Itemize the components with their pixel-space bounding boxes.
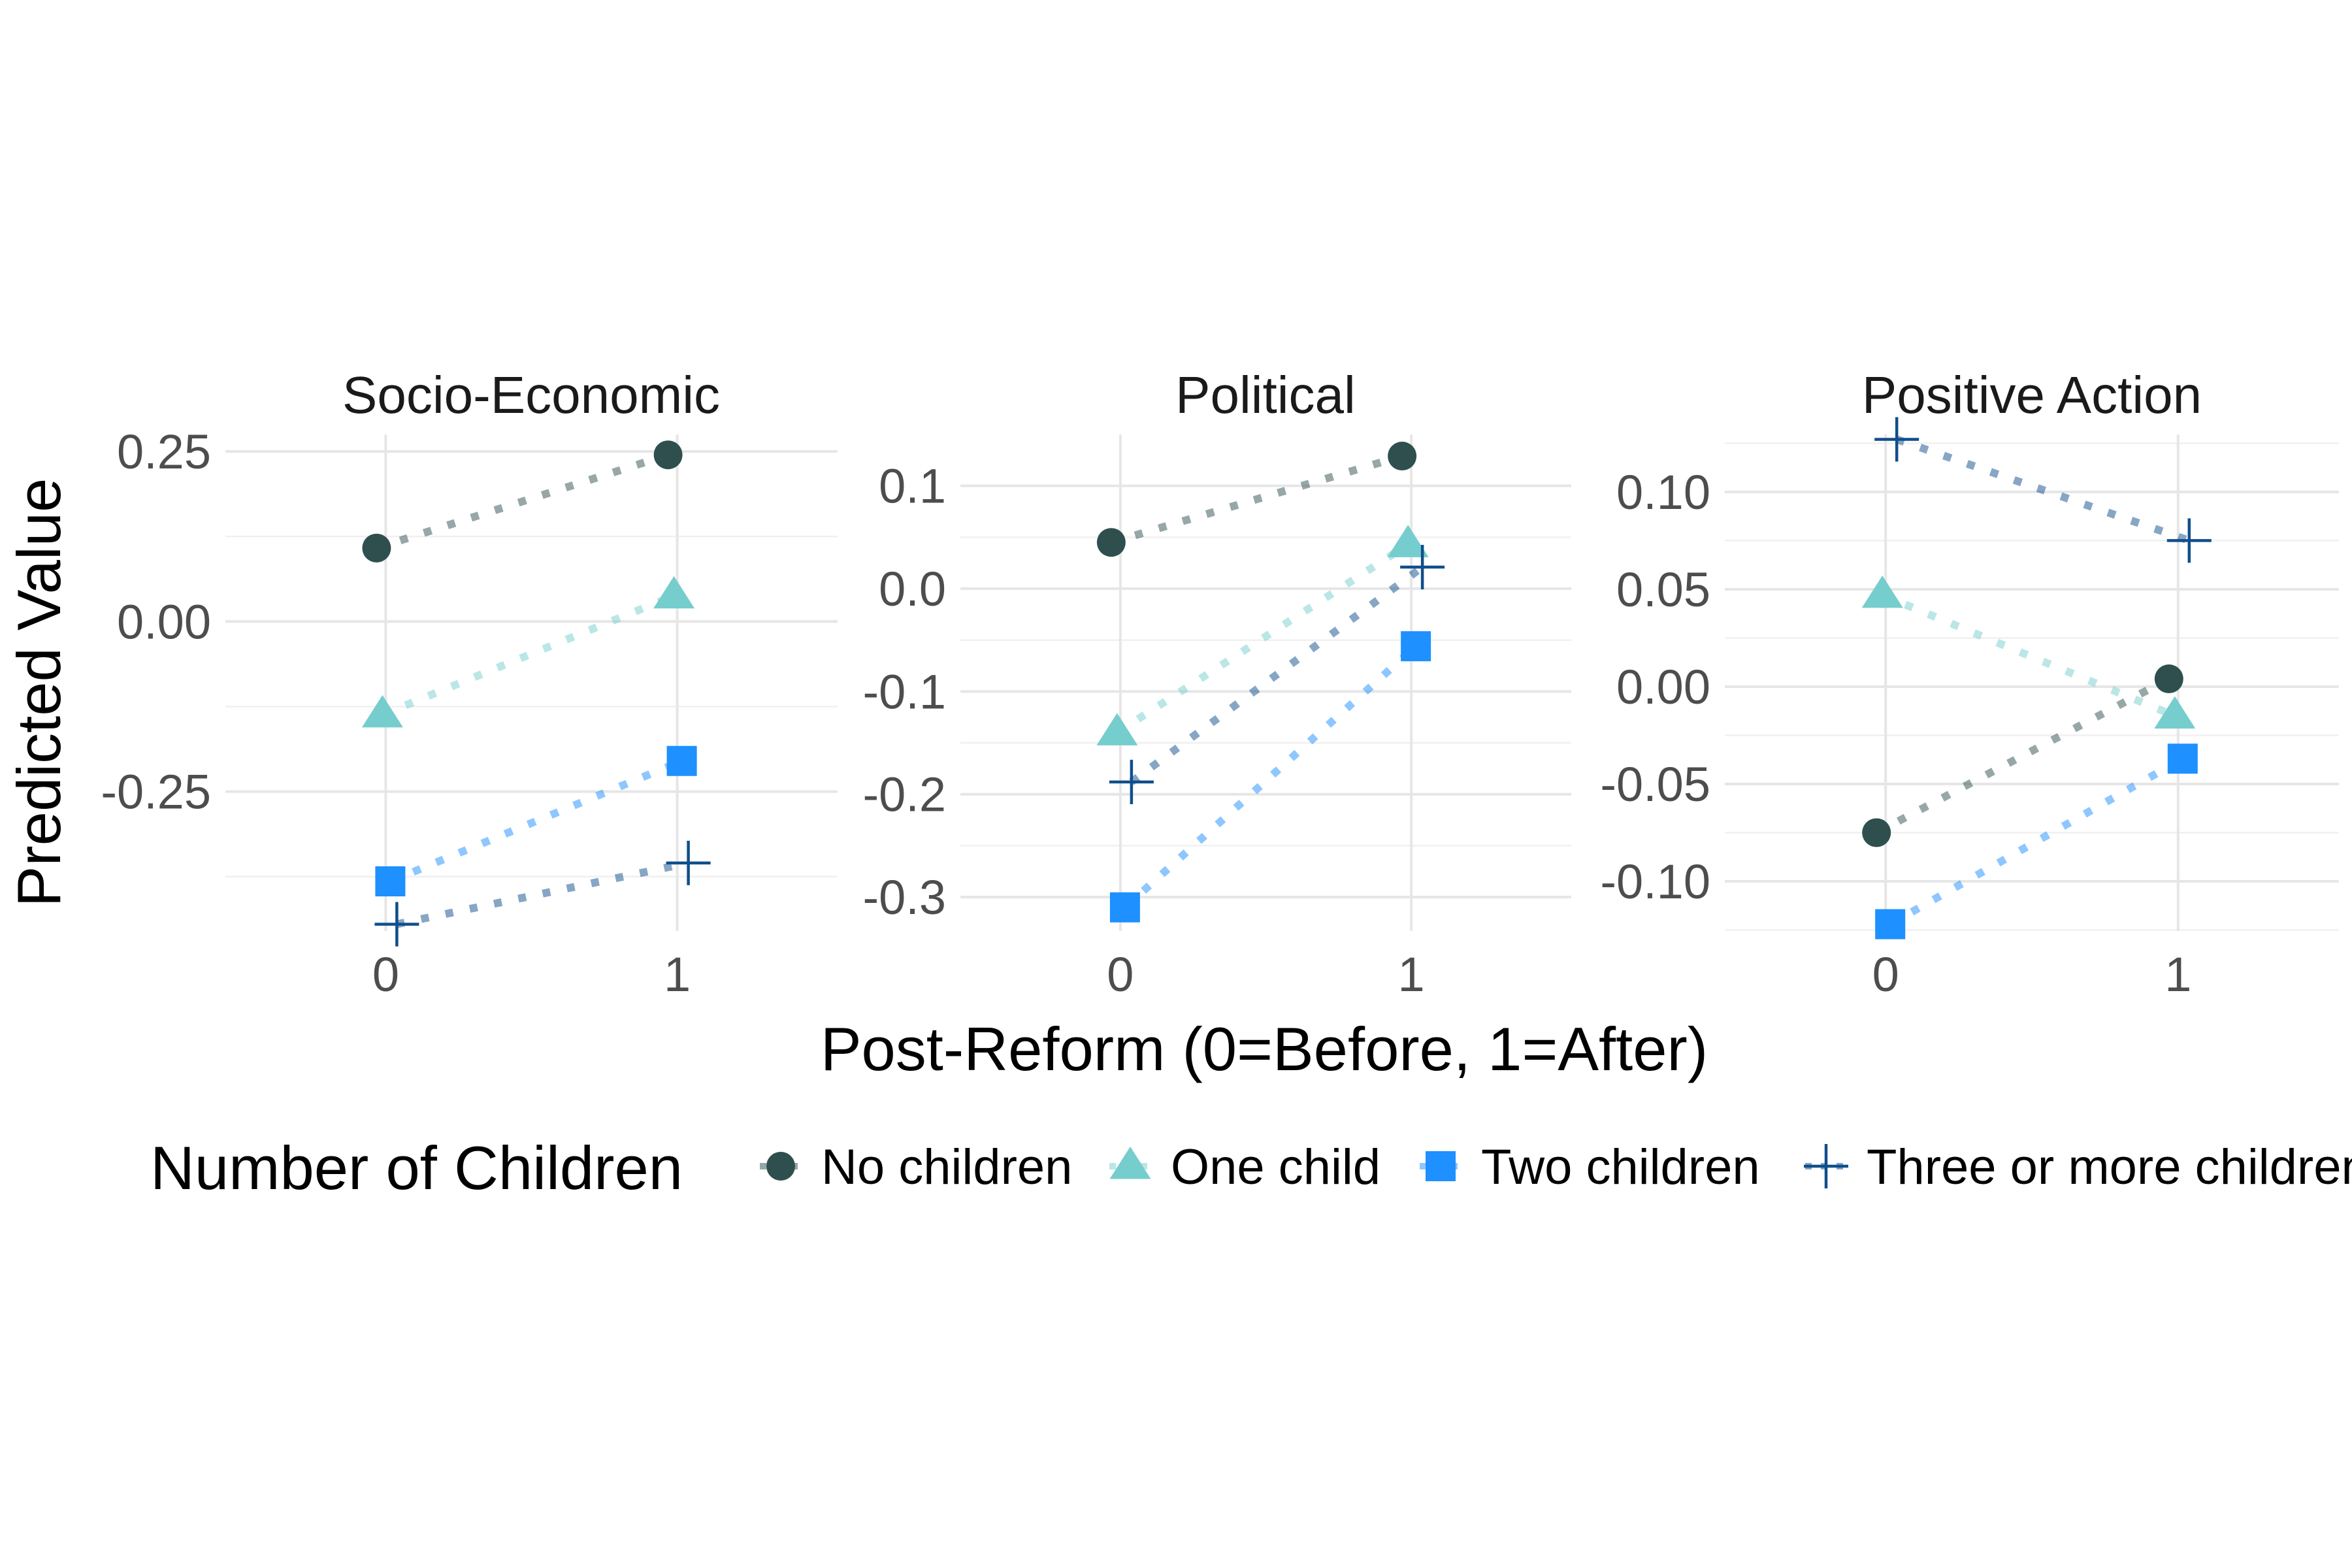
series-line [389, 757, 683, 885]
y-tick-label: 0.25 [117, 425, 211, 479]
y-tick-label: 0.05 [1616, 563, 1710, 617]
series-one-child [1096, 525, 1429, 745]
legend-label: Two children [1481, 1139, 1760, 1195]
panel-political: 0.1 0.0 -0.1 -0.2 -0.3 0 1 Political [862, 366, 1571, 1002]
series-line [1122, 643, 1419, 911]
series-two-children [375, 745, 697, 896]
y-tick-label: -0.2 [862, 768, 946, 822]
series-line [396, 859, 689, 928]
data-point [1401, 631, 1431, 662]
data-point [2154, 696, 2196, 729]
series-line [1129, 564, 1425, 785]
x-tick-label: 1 [2164, 947, 2191, 1002]
series-one-child [361, 576, 695, 728]
panel-title: Political [1175, 366, 1356, 424]
y-tick-label: -0.25 [101, 765, 211, 819]
data-point [1096, 713, 1138, 745]
data-point [1875, 909, 1906, 939]
data-point [361, 694, 403, 728]
y-axis-title: Predicted Value [5, 478, 73, 907]
legend-key-plus [1804, 1144, 1848, 1188]
series-one-child [1861, 575, 2196, 729]
legend-label: No children [821, 1139, 1072, 1195]
data-point [653, 576, 695, 609]
data-point [1388, 442, 1417, 471]
series-three-or-more-children [1874, 417, 2212, 563]
data-point [374, 902, 419, 947]
data-point [1862, 818, 1891, 847]
x-tick-label: 1 [1398, 947, 1425, 1002]
data-point [2167, 743, 2198, 774]
y-tick-label: 0.1 [879, 459, 946, 514]
y-tick-label: -0.3 [862, 870, 946, 924]
legend-item-two-children: Two children [1420, 1139, 1760, 1195]
facet-panels: 0.25 0.00 -0.25 0 1 Socio-Economic 0.1 0.0 -0.1 -… [101, 366, 2339, 1002]
series-no-children [1862, 664, 2183, 847]
series-line [1880, 591, 2177, 720]
legend-key-triangle [1109, 1147, 1151, 1179]
legend-title: Number of Children [150, 1134, 683, 1202]
data-point [1874, 417, 1919, 462]
series-line [1874, 675, 2171, 836]
legend-label: Three or more children [1867, 1139, 2352, 1195]
data-point [1109, 759, 1154, 804]
y-tick-label: 0.00 [117, 595, 211, 649]
x-tick-label: 0 [1107, 947, 1134, 1002]
data-point [2154, 664, 2183, 694]
series-no-children [362, 440, 683, 563]
series-line [1110, 452, 1403, 546]
legend-key-square [1426, 1151, 1456, 1181]
data-point [1861, 575, 1903, 608]
y-tick-label: -0.10 [1600, 855, 1710, 909]
panel-title: Positive Action [1862, 366, 2202, 424]
y-tick-label: -0.1 [862, 664, 946, 719]
y-tick-label: 0.0 [879, 562, 946, 616]
legend-item-no-children: No children [760, 1139, 1072, 1195]
x-axis-title: Post-Reform (0=Before, 1=After) [821, 1015, 1708, 1083]
legend: Number of Children No children One child T… [150, 1134, 2352, 1202]
x-tick-label: 0 [1872, 947, 1899, 1002]
data-point [2166, 518, 2212, 563]
series-line [1888, 755, 2185, 928]
data-point [375, 866, 406, 896]
series-line [375, 451, 670, 552]
series-three-or-more-children [374, 840, 711, 947]
series-three-or-more-children [1109, 544, 1445, 804]
legend-key-circle [766, 1152, 795, 1181]
legend-item-three-or-more-children: Three or more children [1804, 1139, 2352, 1195]
data-point [653, 440, 683, 470]
series-two-children [1109, 631, 1431, 923]
panel-title: Socio-Economic [342, 366, 720, 424]
panel-positive-action: 0.10 0.05 0.00 -0.05 -0.10 0 1 Positive Action [1600, 366, 2339, 1002]
legend-item-one-child: One child [1109, 1139, 1380, 1195]
series-no-children [1096, 442, 1417, 557]
y-tick-label: 0.10 [1616, 465, 1710, 519]
series-line [381, 592, 676, 719]
data-point [1400, 544, 1445, 589]
data-point [362, 533, 391, 563]
data-point [666, 745, 697, 776]
series-line [1895, 435, 2191, 545]
data-point [1387, 525, 1429, 557]
y-tick-label: -0.05 [1600, 757, 1710, 811]
series-two-children [1875, 743, 2198, 939]
x-tick-label: 1 [664, 947, 691, 1002]
data-point [1109, 892, 1140, 923]
panel-socio-economic: 0.25 0.00 -0.25 0 1 Socio-Economic [101, 366, 838, 1002]
legend-label: One child [1171, 1139, 1380, 1195]
x-tick-label: 0 [372, 947, 399, 1002]
data-point [1096, 528, 1126, 557]
y-tick-label: 0.00 [1616, 660, 1710, 714]
data-point [666, 840, 711, 885]
series-line [1115, 541, 1411, 736]
